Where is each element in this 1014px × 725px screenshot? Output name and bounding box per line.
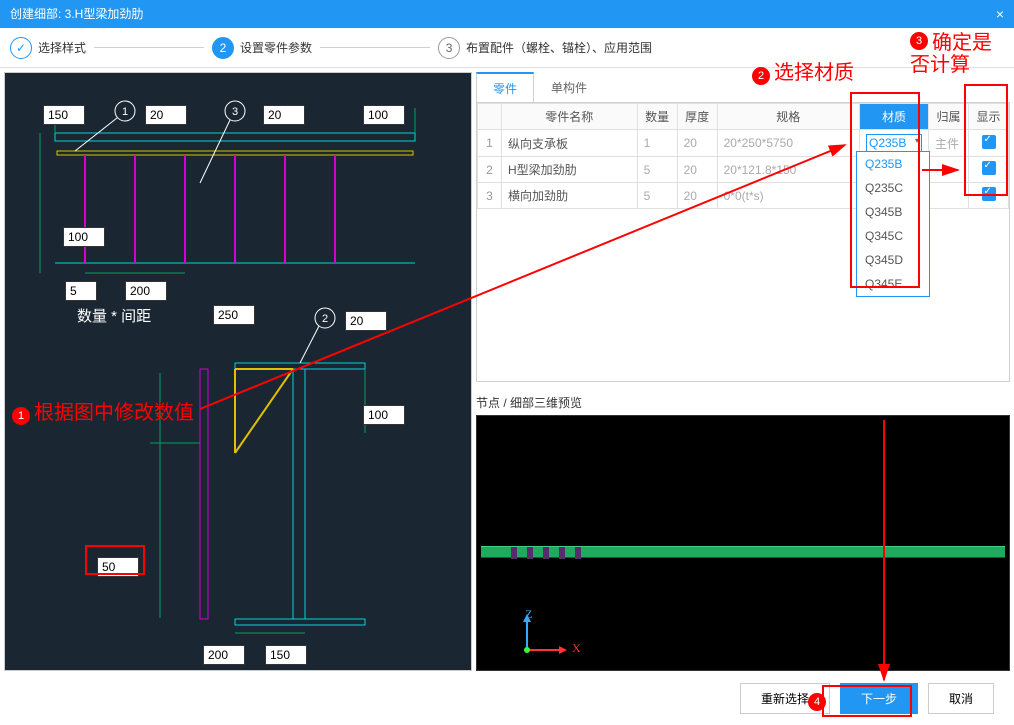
checkbox-icon[interactable] (982, 161, 996, 175)
qty-spacing-label: 数量 * 间距 (77, 305, 151, 326)
check-icon: ✓ (10, 37, 32, 59)
cad-input-200a[interactable] (125, 281, 167, 301)
cad-input-150[interactable] (43, 105, 85, 125)
cad-input-100a[interactable] (363, 105, 405, 125)
tab-parts[interactable]: 零件 (476, 72, 534, 103)
dropdown-option[interactable]: Q345B (857, 200, 929, 224)
dropdown-option[interactable]: Q345D (857, 248, 929, 272)
col-show: 显示 (969, 104, 1009, 130)
wizard-steps: ✓ 选择样式 2 设置零件参数 3 布置配件（螺栓、锚栓）、应用范围 (0, 28, 1014, 68)
tab-single[interactable]: 单构件 (534, 72, 604, 102)
cad-input-20c[interactable] (345, 311, 387, 331)
cad-input-5[interactable] (65, 281, 97, 301)
title-bar: 创建细部: 3.H型梁加劲肋 × (0, 0, 1014, 28)
right-pane: 零件 单构件 零件名称 数量 厚度 规格 材质 归属 显示 1 (472, 68, 1014, 675)
svg-text:3: 3 (232, 106, 238, 118)
material-dropdown[interactable]: Q235B Q235C Q345B Q345C Q345D Q345E (856, 151, 930, 297)
col-spec: 规格 (717, 104, 859, 130)
anno-4-badge: 4 (808, 693, 826, 711)
col-belong: 归属 (929, 104, 969, 130)
close-icon[interactable]: × (996, 0, 1004, 28)
cad-input-100b[interactable] (63, 227, 105, 247)
beam-3d (481, 546, 1005, 558)
cad-input-20b[interactable] (263, 105, 305, 125)
step-2[interactable]: 2 设置零件参数 (212, 37, 312, 59)
col-mat: 材质 (860, 104, 929, 130)
svg-text:2: 2 (322, 313, 328, 325)
dropdown-option[interactable]: Q235B (857, 152, 929, 176)
cad-input-250[interactable] (213, 305, 255, 325)
step-3[interactable]: 3 布置配件（螺栓、锚栓）、应用范围 (438, 37, 652, 59)
parts-table-wrap: 零件名称 数量 厚度 规格 材质 归属 显示 1 纵向支承板 1 20 20*2… (476, 102, 1010, 382)
col-name: 零件名称 (502, 104, 638, 130)
cad-input-50[interactable] (97, 557, 139, 577)
parts-tabs: 零件 单构件 (476, 72, 1010, 103)
cad-input-20a[interactable] (145, 105, 187, 125)
svg-text:1: 1 (122, 106, 128, 118)
cad-input-100c[interactable] (363, 405, 405, 425)
cad-diagram-pane: 1 3 2 (4, 72, 472, 671)
cancel-button[interactable]: 取消 (928, 683, 994, 714)
dropdown-option[interactable]: Q235C (857, 176, 929, 200)
cad-input-150b[interactable] (265, 645, 307, 665)
checkbox-icon[interactable] (982, 135, 996, 149)
dropdown-option[interactable]: Q345E (857, 272, 929, 296)
preview-label: 节点 / 细部三维预览 (476, 390, 1010, 415)
cad-svg: 1 3 2 (5, 73, 471, 678)
next-button[interactable]: 下一步 (840, 683, 918, 714)
window-title: 创建细部: 3.H型梁加劲肋 (10, 0, 143, 28)
cad-input-200b[interactable] (203, 645, 245, 665)
main-content: 1 3 2 (0, 68, 1014, 675)
col-qty: 数量 (637, 104, 677, 130)
step-1[interactable]: ✓ 选择样式 (10, 37, 86, 59)
preview-3d-pane[interactable]: Z X (476, 415, 1010, 671)
checkbox-icon[interactable] (982, 187, 996, 201)
footer-buttons: 重新选择 下一步 取消 (0, 675, 1014, 721)
col-thk: 厚度 (677, 104, 717, 130)
dropdown-option[interactable]: Q345C (857, 224, 929, 248)
